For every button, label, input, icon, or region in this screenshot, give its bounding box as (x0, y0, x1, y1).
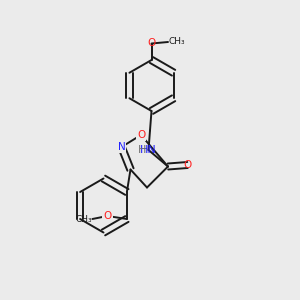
Text: CH₃: CH₃ (76, 214, 92, 224)
Text: N: N (118, 142, 125, 152)
Text: O: O (103, 211, 112, 221)
Text: HN: HN (140, 145, 157, 155)
Text: CH₃: CH₃ (168, 38, 184, 46)
Text: O: O (147, 38, 156, 49)
Text: O: O (137, 130, 145, 140)
Text: O: O (183, 160, 192, 170)
Text: H: H (138, 145, 146, 155)
